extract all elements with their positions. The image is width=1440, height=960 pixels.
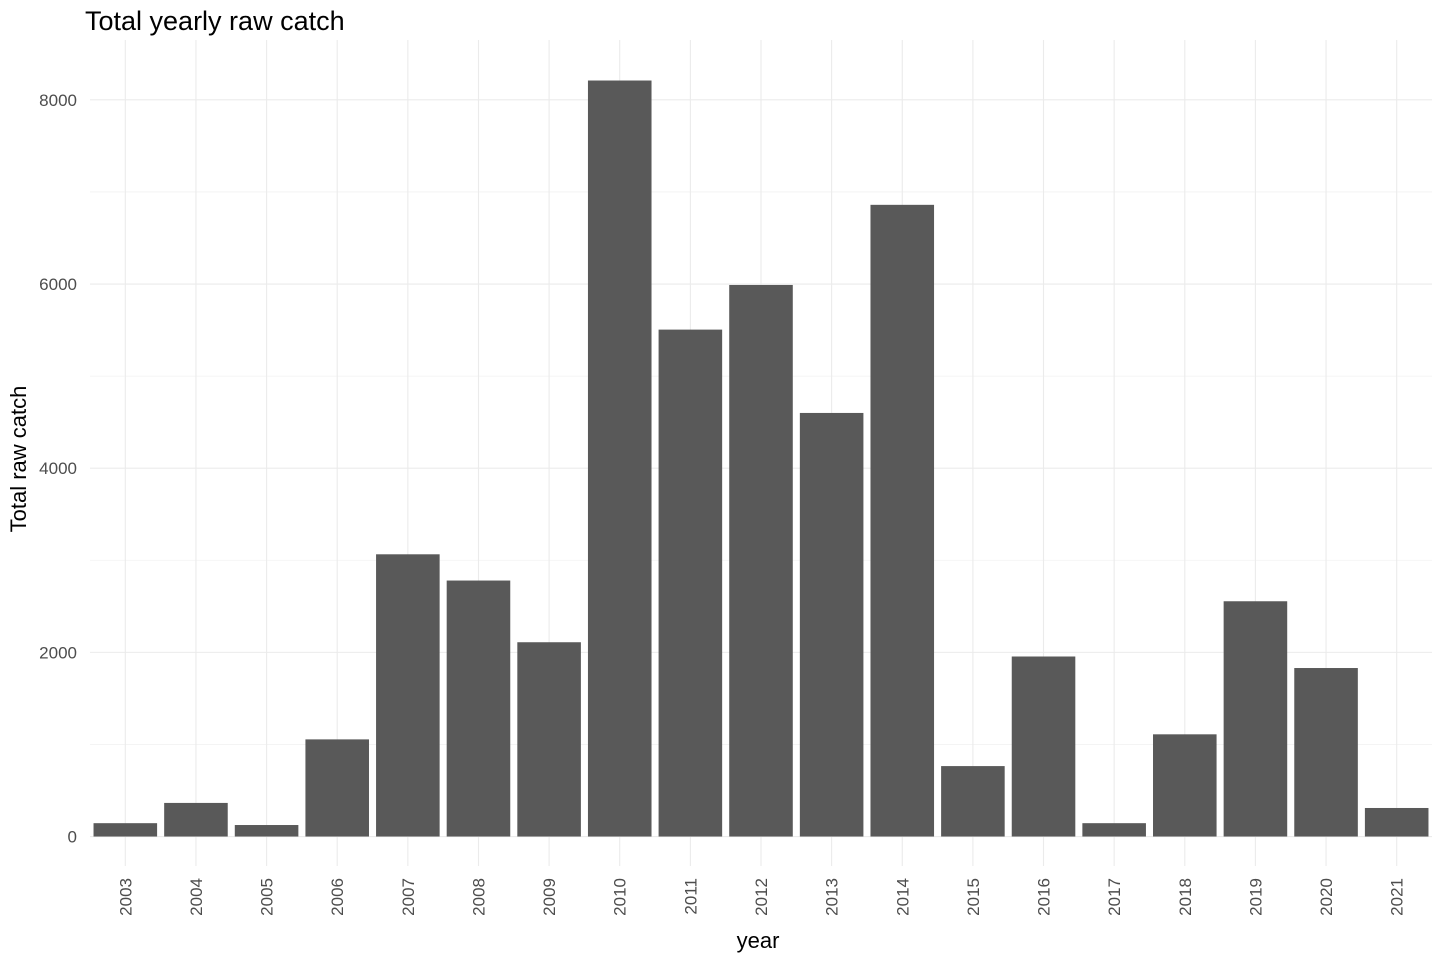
x-tick-label: 2006	[328, 878, 347, 916]
bar-2016	[1011, 656, 1076, 837]
x-axis-tick-labels: 2003 2004 2005 2006 2007 2008 2009 2010 2011 2012…	[116, 878, 1406, 916]
bar-2018	[1153, 734, 1217, 837]
bar-2005	[234, 825, 299, 837]
x-tick-label: 2017	[1105, 878, 1124, 916]
y-tick-label: 6000	[39, 275, 77, 294]
chart-title: Total yearly raw catch	[85, 6, 345, 36]
y-tick-label: 2000	[39, 643, 77, 662]
bar-2020	[1294, 668, 1358, 837]
x-tick-label: 2012	[752, 878, 771, 916]
bar-2019	[1223, 601, 1288, 837]
bar-2014	[870, 204, 935, 837]
bar-2012	[729, 284, 793, 837]
x-tick-label: 2010	[611, 878, 630, 916]
bar-2003	[93, 823, 158, 837]
bar-2017	[1082, 823, 1146, 837]
bar-2008	[446, 580, 511, 837]
bar-2013	[799, 412, 864, 837]
x-tick-label: 2015	[964, 878, 983, 916]
x-tick-label: 2020	[1317, 878, 1336, 916]
y-tick-label: 8000	[39, 91, 77, 110]
x-tick-label: 2021	[1388, 878, 1407, 916]
x-tick-label: 2003	[116, 878, 135, 916]
bar-2015	[941, 766, 1005, 837]
x-tick-label: 2016	[1035, 878, 1054, 916]
bar-2021	[1364, 807, 1429, 837]
y-tick-label: 4000	[39, 459, 77, 478]
x-tick-label: 2007	[399, 878, 418, 916]
bars	[93, 80, 1429, 837]
x-tick-label: 2004	[187, 878, 206, 916]
x-tick-label: 2008	[469, 878, 488, 916]
x-tick-label: 2014	[893, 878, 912, 916]
y-tick-label: 0	[68, 828, 77, 847]
bar-2004	[164, 802, 228, 837]
bar-2010	[587, 80, 652, 837]
x-tick-label: 2019	[1246, 878, 1265, 916]
bar-2011	[658, 329, 723, 837]
y-axis-title: Total raw catch	[6, 386, 31, 533]
x-tick-label: 2011	[681, 878, 700, 915]
x-tick-label: 2005	[258, 878, 277, 916]
bar-2007	[376, 554, 440, 837]
x-tick-label: 2018	[1176, 878, 1195, 916]
x-tick-label: 2009	[540, 878, 559, 916]
bar-2009	[517, 642, 581, 837]
x-tick-label: 2013	[823, 878, 842, 916]
x-axis-title: year	[737, 928, 780, 953]
y-axis-tick-labels: 0 2000 4000 6000 8000	[39, 91, 77, 847]
bar-2006	[305, 739, 369, 837]
